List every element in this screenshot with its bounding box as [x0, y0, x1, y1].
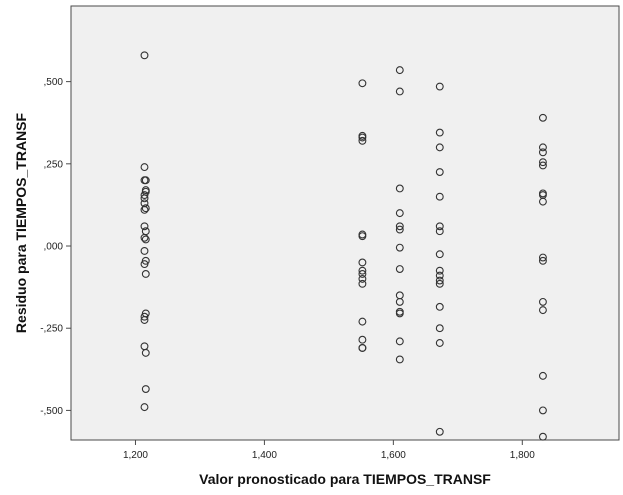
data-point: [395, 222, 404, 231]
x-tick-label: 1,800: [510, 450, 535, 461]
x-axis-title: Valor pronosticado para TIEMPOS_TRANSF: [199, 471, 491, 487]
data-point: [140, 312, 149, 321]
x-tick-label: 1,600: [381, 450, 406, 461]
data-point: [141, 385, 150, 393]
data-point: [358, 343, 367, 352]
data-point: [435, 222, 444, 231]
data-points: [140, 51, 547, 441]
y-axis-ticks: ,500 ,250 ,000 -,250 -,500: [40, 77, 71, 417]
x-tick-label: 1,200: [123, 450, 148, 461]
data-point: [140, 194, 149, 203]
data-point: [435, 302, 444, 311]
data-point: [395, 297, 404, 306]
y-tick-label: ,250: [44, 159, 64, 170]
data-point: [435, 324, 444, 333]
data-point: [395, 337, 404, 346]
data-point: [395, 355, 404, 364]
data-point: [538, 148, 547, 157]
data-point: [435, 339, 444, 347]
data-point: [358, 270, 367, 278]
data-point: [358, 317, 367, 326]
data-point: [538, 306, 547, 315]
y-tick-label: ,500: [44, 77, 64, 88]
data-point: [140, 260, 149, 269]
data-point: [358, 79, 367, 88]
y-axis-title: Residuo para TIEMPOS_TRANSF: [13, 112, 29, 333]
data-point: [538, 161, 547, 170]
data-point: [538, 197, 547, 206]
data-point: [435, 279, 444, 288]
data-point: [141, 176, 150, 185]
data-point: [395, 209, 404, 218]
data-point: [358, 266, 367, 275]
data-point: [140, 403, 149, 412]
data-point: [358, 274, 367, 283]
data-point: [358, 335, 367, 344]
data-point: [538, 143, 547, 152]
data-point: [358, 136, 367, 145]
data-point: [435, 128, 444, 137]
data-point: [141, 270, 150, 278]
data-point: [140, 191, 149, 200]
data-point: [538, 253, 547, 262]
data-point: [435, 168, 444, 176]
x-axis-ticks: 1,200 1,400 1,600 1,800: [123, 440, 535, 461]
y-tick-label: -,250: [40, 324, 63, 335]
data-point: [395, 309, 404, 318]
y-tick-label: ,000: [44, 242, 64, 253]
data-point: [358, 279, 367, 288]
plot-area: [70, 5, 620, 441]
data-point: [435, 266, 444, 275]
data-point: [435, 143, 444, 152]
data-point: [141, 348, 150, 357]
data-point: [140, 233, 149, 242]
data-point: [538, 113, 547, 122]
data-point: [538, 406, 547, 415]
x-tick-label: 1,400: [252, 450, 277, 461]
data-point: [538, 371, 547, 380]
data-point: [435, 427, 444, 436]
data-point: [435, 271, 444, 280]
data-point: [538, 432, 547, 441]
data-point: [140, 163, 149, 172]
data-point: [435, 82, 444, 91]
data-point: [435, 192, 444, 201]
data-point: [140, 205, 149, 214]
data-point: [435, 276, 444, 285]
data-point: [140, 51, 149, 60]
data-point: [395, 265, 404, 273]
data-point: [435, 250, 444, 259]
data-point: [358, 232, 367, 241]
data-point: [395, 66, 404, 75]
data-point: [435, 227, 444, 236]
data-point: [141, 235, 150, 244]
data-point: [358, 258, 367, 267]
data-point: [395, 225, 404, 234]
data-point: [358, 133, 367, 142]
data-point: [538, 158, 547, 167]
y-tick-label: -,500: [40, 406, 63, 417]
data-point: [395, 87, 404, 96]
data-point: [140, 246, 149, 255]
data-point: [395, 184, 404, 193]
data-point: [141, 204, 150, 213]
data-point: [140, 316, 149, 324]
data-point: [538, 256, 547, 265]
data-point: [140, 222, 149, 231]
data-point: [538, 297, 547, 306]
data-point: [395, 243, 404, 252]
